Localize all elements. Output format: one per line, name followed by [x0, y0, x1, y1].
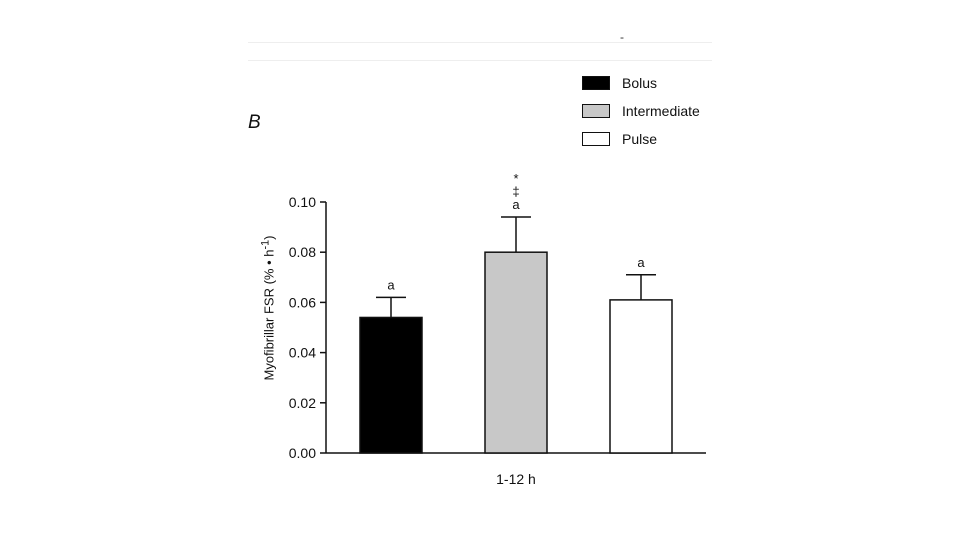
faint-band-1 — [248, 42, 712, 43]
top-mark: - — [620, 30, 624, 44]
y-tick-label: 0.10 — [289, 194, 316, 210]
legend-item-pulse: Pulse — [582, 125, 700, 153]
y-tick-label: 0.00 — [289, 445, 316, 461]
annotation-label: a — [387, 277, 395, 292]
legend-item-bolus: Bolus — [582, 69, 700, 97]
faint-band-2 — [248, 60, 712, 61]
y-tick-label: 0.06 — [289, 294, 316, 310]
legend: Bolus Intermediate Pulse — [582, 69, 700, 153]
annotation-label: ‡ — [512, 184, 519, 199]
legend-swatch-pulse — [582, 132, 610, 146]
legend-label-intermediate: Intermediate — [622, 103, 700, 119]
panel-label: B — [248, 112, 261, 133]
legend-label-bolus: Bolus — [622, 75, 658, 91]
annotation-label: a — [512, 197, 520, 212]
legend-label-pulse: Pulse — [622, 131, 658, 147]
legend-swatch-bolus — [582, 76, 610, 90]
x-axis-label: 1-12 h — [496, 471, 536, 487]
bar-bolus — [359, 316, 423, 454]
legend-swatch-intermediate — [582, 104, 610, 118]
legend-item-intermediate: Intermediate — [582, 97, 700, 125]
y-tick-label: 0.04 — [289, 345, 316, 361]
y-tick-label: 0.02 — [289, 395, 316, 411]
annotation-label: * — [513, 171, 518, 186]
bar-intermediate — [484, 251, 548, 454]
y-tick-label: 0.08 — [289, 244, 316, 260]
annotation-label: a — [637, 255, 645, 270]
bar-pulse — [609, 299, 673, 454]
